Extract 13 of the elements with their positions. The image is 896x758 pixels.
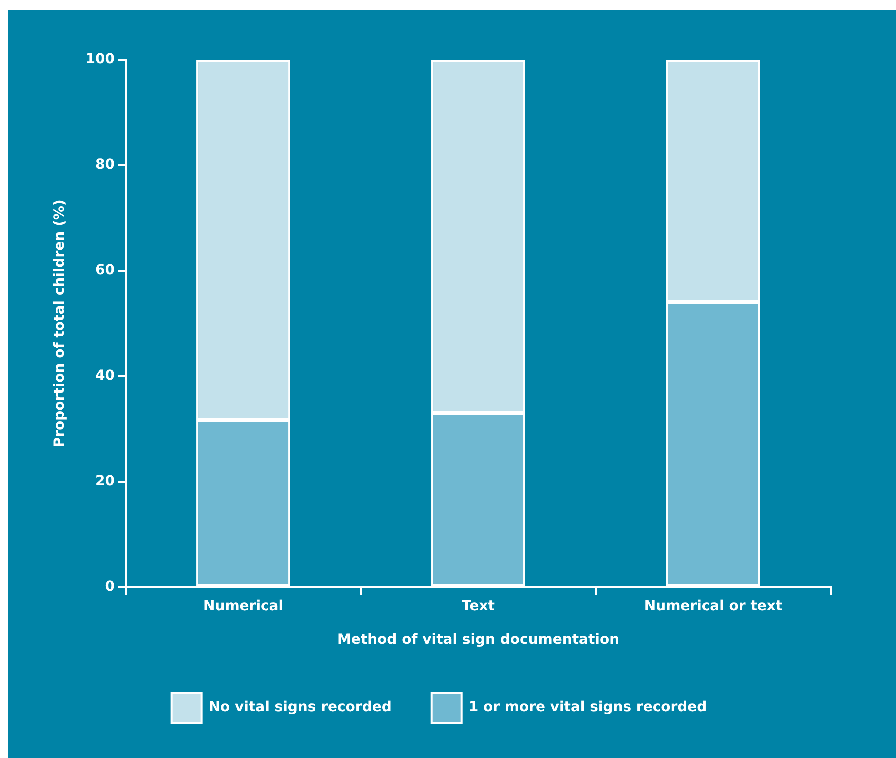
x-tick-label: Text: [462, 598, 496, 614]
y-tick-label: 20: [96, 474, 116, 490]
y-tick-label: 0: [105, 579, 116, 596]
x-tick-label: Numerical: [204, 598, 284, 614]
y-tick-label: 60: [96, 262, 116, 279]
y-axis-title: Proportion of total children (%): [52, 200, 68, 448]
legend-label: No vital signs recorded: [208, 700, 392, 716]
legend-label: 1 or more vital signs recorded: [468, 700, 708, 716]
y-tick-label: 80: [96, 157, 116, 174]
x-tick-label: Numerical or text: [644, 598, 783, 614]
y-tick-label: 40: [96, 368, 116, 384]
y-tick-label: 100: [86, 52, 116, 68]
x-axis-title: Method of vital sign documentation: [337, 632, 620, 648]
